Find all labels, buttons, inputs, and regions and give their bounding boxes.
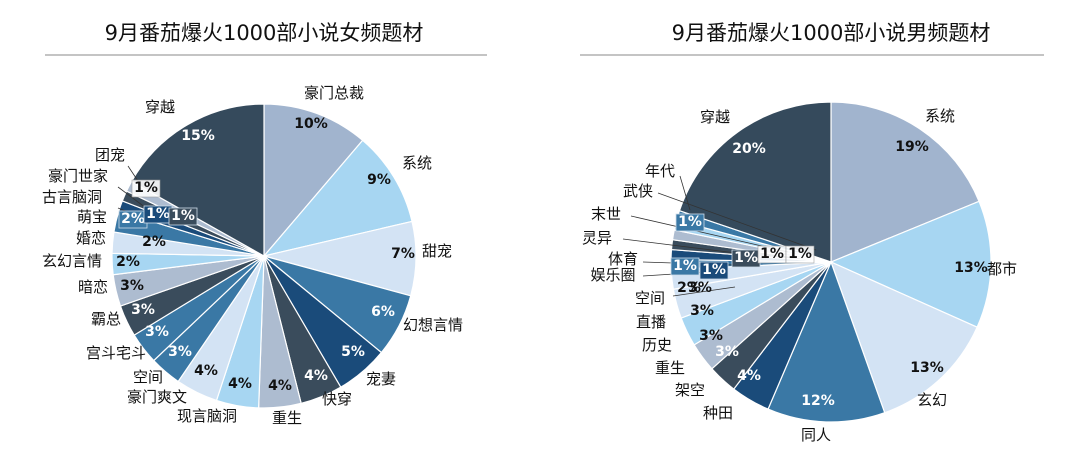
female-category-label-14: 婚恋	[76, 229, 106, 247]
male-value-label-8: 3%	[688, 280, 712, 296]
female-pct-box-bg-17	[168, 207, 198, 226]
male-category-label-6: 重生	[655, 359, 685, 377]
male-value-label-0: 19%	[895, 139, 929, 155]
male-slice-1	[829, 200, 992, 329]
female-value-label-3: 6%	[371, 304, 395, 320]
male-category-label-12: 灵异	[582, 229, 612, 247]
female-value-label-11: 3%	[131, 302, 155, 318]
female-pct-box-18	[131, 179, 161, 198]
male-category-label-11: 体育	[608, 250, 638, 268]
female-value-label-8: 4%	[194, 363, 218, 379]
male-value-label-3: 12%	[801, 393, 835, 409]
male-category-label-8: 直播	[636, 313, 666, 331]
female-slice-1	[262, 139, 413, 257]
female-category-label-9: 空间	[133, 368, 163, 386]
female-value-label-17: 1%	[171, 208, 195, 224]
female-chart: 9月番茄爆火1000部小说女频题材10%9%7%6%5%4%4%4%4%3%3%…	[42, 21, 487, 427]
male-category-label-7: 历史	[642, 336, 672, 354]
female-value-label-18: 1%	[134, 180, 158, 196]
female-value-label-4: 5%	[341, 344, 365, 360]
male-category-label-10: 娱乐圈	[590, 266, 635, 284]
female-value-label-13: 2%	[116, 254, 140, 270]
female-category-label-15: 萌宝	[77, 208, 107, 226]
male-pie	[670, 101, 992, 423]
male-leader-15	[679, 175, 691, 211]
female-category-label-5: 快穿	[322, 390, 352, 408]
female-category-label-6: 重生	[272, 409, 302, 427]
female-category-label-1: 系统	[402, 154, 432, 172]
male-chart-title: 9月番茄爆火1000部小说男频题材	[672, 21, 991, 45]
male-category-label-3: 同人	[801, 426, 831, 444]
male-category-label-4: 种田	[703, 404, 733, 422]
female-category-label-12: 暗恋	[78, 278, 108, 296]
male-value-label-2: 13%	[910, 360, 944, 376]
female-pie	[111, 103, 417, 409]
female-category-label-18: 团宠	[95, 146, 125, 164]
male-pct-box-bg-11	[699, 261, 729, 280]
male-slice-2	[829, 260, 978, 414]
female-value-label-0: 10%	[294, 116, 328, 132]
female-slice-19	[130, 103, 265, 258]
male-value-label-13: 1%	[760, 246, 784, 262]
female-category-label-0: 豪门总裁	[304, 84, 364, 102]
male-value-label-11: 1%	[702, 262, 726, 278]
female-category-label-16: 古言脑洞	[42, 188, 102, 206]
female-category-label-4: 宠妻	[366, 370, 396, 388]
female-value-label-10: 3%	[145, 324, 169, 340]
male-category-label-1: 都市	[987, 260, 1017, 278]
male-value-label-12: 1%	[734, 250, 758, 266]
male-slice-16	[678, 101, 832, 263]
male-value-label-14: 1%	[788, 246, 812, 262]
male-value-label-7: 3%	[690, 303, 714, 319]
male-value-label-4: 4%	[737, 368, 761, 384]
male-slice-3	[767, 260, 886, 423]
male-category-label-16: 穿越	[700, 108, 730, 126]
female-value-label-12: 3%	[120, 278, 144, 294]
male-category-label-9: 空间	[635, 289, 665, 307]
male-category-label-0: 系统	[925, 107, 955, 125]
female-value-label-14: 2%	[142, 234, 166, 250]
male-leader-14	[657, 192, 817, 251]
female-slice-0	[263, 103, 364, 258]
female-category-label-3: 幻想言情	[403, 316, 463, 334]
male-pct-box-14	[785, 245, 815, 264]
male-leader-9	[672, 286, 736, 297]
female-category-label-17: 豪门世家	[48, 167, 108, 185]
female-category-label-19: 穿越	[145, 98, 175, 116]
male-value-label-5: 3%	[715, 344, 739, 360]
male-chart: 9月番茄爆火1000部小说男频题材19%13%13%12%4%3%3%3%3%2…	[580, 21, 1044, 444]
male-slice-0	[830, 101, 980, 263]
female-value-label-2: 7%	[391, 246, 415, 262]
female-value-label-9: 3%	[168, 344, 192, 360]
female-category-label-13: 玄幻言情	[42, 252, 102, 270]
female-category-label-10: 宫斗宅斗	[86, 344, 146, 362]
male-value-label-1: 13%	[954, 260, 988, 276]
male-pct-box-bg-15	[675, 213, 705, 232]
male-value-label-10: 1%	[673, 258, 697, 274]
male-category-label-5: 架空	[675, 381, 705, 399]
female-category-label-7: 现言脑洞	[177, 407, 237, 425]
female-category-label-2: 甜宠	[422, 242, 452, 260]
male-category-label-14: 武侠	[623, 182, 653, 200]
female-value-label-19: 15%	[181, 128, 215, 144]
female-value-label-16: 1%	[146, 206, 170, 222]
male-category-label-15: 年代	[645, 162, 675, 180]
female-value-label-1: 9%	[367, 172, 391, 188]
female-value-label-6: 4%	[268, 378, 292, 394]
male-value-label-6: 3%	[699, 328, 723, 344]
male-value-label-15: 1%	[678, 214, 702, 230]
male-category-label-13: 末世	[591, 205, 621, 223]
female-value-label-7: 4%	[228, 376, 252, 392]
female-category-label-8: 豪门爽文	[127, 388, 187, 406]
male-value-label-9: 2%	[677, 280, 701, 296]
female-value-label-5: 4%	[304, 368, 328, 384]
female-category-label-11: 霸总	[91, 310, 121, 328]
female-value-label-15: 2%	[121, 211, 145, 227]
female-chart-title: 9月番茄爆火1000部小说女频题材	[105, 21, 424, 45]
male-category-label-2: 玄幻	[917, 391, 947, 409]
male-pct-box-bg-10	[670, 257, 700, 276]
male-value-label-16: 20%	[732, 141, 766, 157]
